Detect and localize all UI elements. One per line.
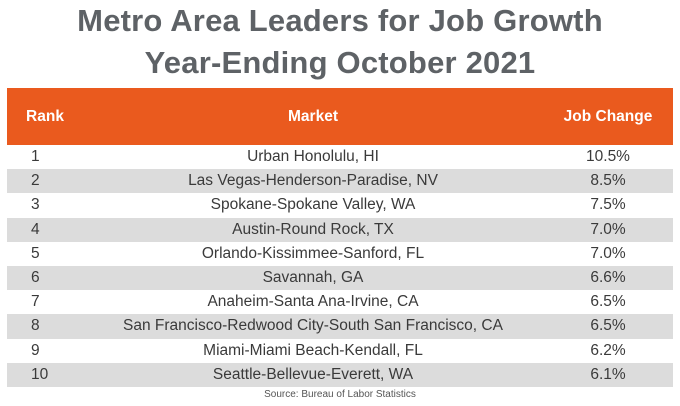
table-row: 8 San Francisco-Redwood City-South San F… <box>7 314 673 339</box>
rank-cell: 3 <box>31 196 40 214</box>
rank-cell: 6 <box>31 269 40 287</box>
job-growth-table: Rank Market Job Change 1 Urban Honolulu,… <box>7 88 673 387</box>
table-header: Rank Market Job Change <box>7 88 673 145</box>
job-change-cell: 6.2% <box>590 341 626 359</box>
rank-cell: 8 <box>31 317 40 335</box>
rank-cell: 10 <box>31 365 49 383</box>
table-row: 6 Savannah, GA 6.6% <box>7 265 673 291</box>
table-row: 4 Austin-Round Rock, TX 7.0% <box>7 217 673 242</box>
rank-cell: 9 <box>31 341 40 359</box>
market-cell: Miami-Miami Beach-Kendall, FL <box>203 341 423 359</box>
rank-cell: 4 <box>31 220 40 238</box>
header-rank: Rank <box>26 107 64 125</box>
title-line-2: Year-Ending October 2021 <box>144 45 536 80</box>
job-change-cell: 8.5% <box>590 172 626 190</box>
rank-cell: 1 <box>31 148 40 166</box>
rank-cell: 2 <box>31 172 40 190</box>
header-market: Market <box>288 107 338 125</box>
table-row: 2 Las Vegas-Henderson-Paradise, NV 8.5% <box>7 169 673 194</box>
market-cell: Las Vegas-Henderson-Paradise, NV <box>188 172 438 190</box>
market-cell: Seattle-Bellevue-Everett, WA <box>212 365 414 383</box>
job-change-cell: 7.0% <box>590 220 626 238</box>
rank-cell: 7 <box>31 293 40 311</box>
table-row: 3 Spokane-Spokane Valley, WA 7.5% <box>7 193 673 217</box>
header-job-change: Job Change <box>563 107 653 125</box>
job-change-cell: 6.5% <box>590 293 626 311</box>
market-cell: Urban Honolulu, HI <box>247 148 379 166</box>
table-row: 9 Miami-Miami Beach-Kendall, FL 6.2% <box>7 339 673 363</box>
title-line-1: Metro Area Leaders for Job Growth <box>77 3 603 38</box>
market-cell: Anaheim-Santa Ana-Irvine, CA <box>207 293 419 311</box>
page-title: Metro Area Leaders for Job Growth Year-E… <box>0 0 680 81</box>
job-change-cell: 7.5% <box>590 196 626 214</box>
table-row: 7 Anaheim-Santa Ana-Irvine, CA 6.5% <box>7 290 673 314</box>
market-cell: San Francisco-Redwood City-South San Fra… <box>123 317 503 335</box>
table-row: 5 Orlando-Kissimmee-Sanford, FL 7.0% <box>7 242 673 266</box>
market-cell: Orlando-Kissimmee-Sanford, FL <box>201 244 425 262</box>
source-note: Source: Bureau of Labor Statistics <box>264 389 416 400</box>
market-cell: Austin-Round Rock, TX <box>232 220 394 238</box>
job-change-cell: 6.1% <box>590 365 626 383</box>
table-row: 10 Seattle-Bellevue-Everett, WA 6.1% <box>7 362 673 387</box>
rank-cell: 5 <box>31 244 40 262</box>
table-body: 1 Urban Honolulu, HI 10.5% 2 Las Vegas-H… <box>7 145 673 387</box>
header-row: Rank Market Job Change <box>7 88 673 145</box>
job-change-cell: 7.0% <box>590 244 626 262</box>
market-cell: Savannah, GA <box>262 269 364 287</box>
table-row: 1 Urban Honolulu, HI 10.5% <box>7 145 673 169</box>
job-change-cell: 6.5% <box>590 317 626 335</box>
job-change-cell: 10.5% <box>586 148 630 166</box>
market-cell: Spokane-Spokane Valley, WA <box>210 196 416 214</box>
job-change-cell: 6.6% <box>590 269 626 287</box>
